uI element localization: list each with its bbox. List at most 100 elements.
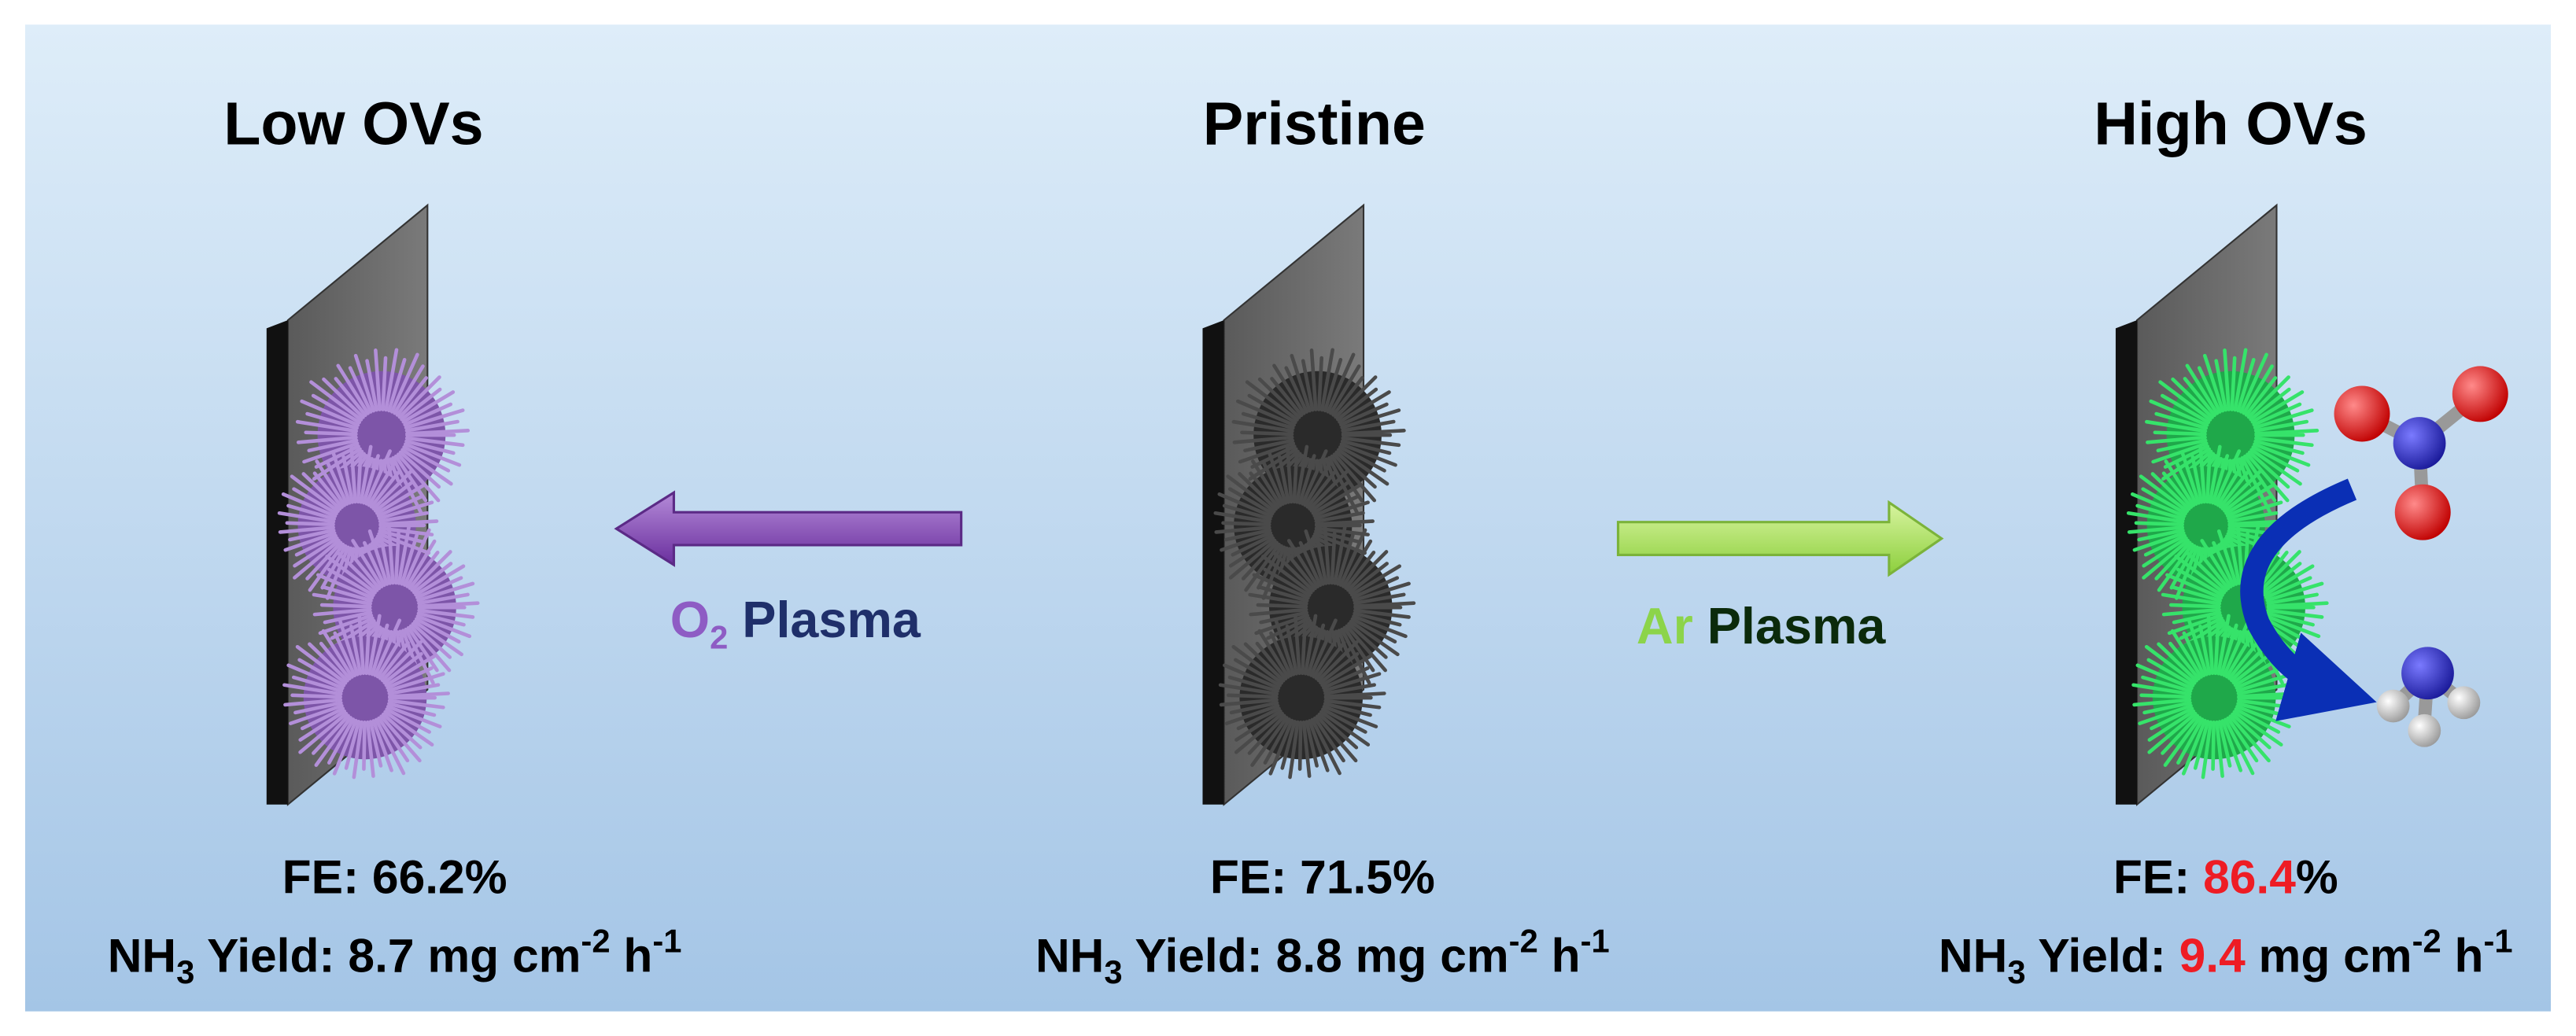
nanowire bbox=[1226, 474, 1276, 514]
nanowire bbox=[333, 631, 357, 677]
nanowire bbox=[1214, 525, 1271, 534]
nanowire bbox=[2147, 709, 2196, 742]
electrode-edge bbox=[1202, 319, 1224, 805]
nanowire bbox=[1353, 611, 1402, 627]
nanowire bbox=[2130, 492, 2187, 518]
nanowire bbox=[2143, 533, 2187, 557]
nanowire bbox=[1339, 402, 1389, 427]
unit-sup: -2 bbox=[2412, 923, 2441, 960]
unit: mg cm bbox=[2246, 929, 2412, 983]
nanowire bbox=[405, 539, 437, 588]
nanowire bbox=[2146, 435, 2207, 444]
nanowire bbox=[1309, 481, 1349, 513]
nanowire bbox=[288, 528, 336, 542]
fe-value: 86.4 bbox=[2203, 850, 2296, 903]
nanowire bbox=[1309, 348, 1318, 411]
nanowire bbox=[1297, 721, 1303, 771]
nanowire bbox=[2250, 390, 2305, 424]
nanowire bbox=[2220, 719, 2243, 772]
nanowire bbox=[1221, 521, 1271, 527]
nanowire bbox=[403, 402, 453, 427]
nanowire bbox=[1290, 353, 1312, 413]
nanowire bbox=[2165, 573, 2224, 600]
gas: O bbox=[670, 591, 710, 648]
nanowire bbox=[417, 601, 480, 608]
nanowire bbox=[1319, 710, 1371, 747]
nanowire bbox=[1257, 584, 1309, 603]
nanowire bbox=[1229, 701, 1279, 715]
nanowire bbox=[2161, 713, 2200, 755]
nanowire bbox=[2231, 712, 2272, 750]
nanowire bbox=[1317, 712, 1359, 750]
nanowire bbox=[1284, 366, 1309, 414]
nanowire bbox=[336, 363, 370, 415]
nanowire bbox=[2127, 525, 2185, 534]
nanowire bbox=[397, 523, 411, 585]
yield-label: Yield: bbox=[1123, 929, 1276, 983]
o2-plasma-label: O2 Plasma bbox=[670, 591, 921, 656]
nanowire bbox=[1341, 419, 1396, 433]
nanowire bbox=[331, 450, 352, 505]
nanowire bbox=[1303, 614, 1318, 676]
nanowire bbox=[2190, 455, 2204, 504]
nanowire bbox=[1346, 550, 1389, 592]
nanowire bbox=[403, 442, 462, 467]
nanowire bbox=[367, 529, 389, 586]
nanowire bbox=[400, 387, 442, 422]
nanowire bbox=[2176, 717, 2205, 765]
nanowire bbox=[337, 551, 379, 592]
nanowire bbox=[2228, 714, 2271, 763]
nanowire bbox=[2146, 658, 2195, 688]
nanowire bbox=[1256, 603, 1308, 609]
nanowire bbox=[412, 619, 463, 657]
nanowire bbox=[307, 438, 359, 452]
nanowire bbox=[318, 614, 374, 636]
nanowire bbox=[2153, 430, 2207, 437]
unit: h bbox=[1538, 929, 1581, 983]
nanowire bbox=[1341, 436, 1401, 448]
nanowire bbox=[400, 533, 419, 586]
nanowire bbox=[2235, 704, 2291, 728]
nanowire bbox=[338, 619, 360, 677]
nanowire bbox=[359, 444, 373, 504]
nanowire bbox=[2227, 640, 2260, 680]
nanowire bbox=[1262, 461, 1285, 506]
nanowire bbox=[404, 419, 459, 433]
nanowire bbox=[1295, 444, 1309, 504]
nanowire bbox=[2220, 623, 2238, 677]
species: NH bbox=[1035, 929, 1104, 983]
nanowire bbox=[1243, 642, 1286, 683]
nanowire bbox=[1312, 629, 1343, 679]
nanowire bbox=[293, 701, 343, 715]
nanowire bbox=[2198, 624, 2212, 676]
nanowire bbox=[293, 538, 341, 580]
nanowire bbox=[277, 511, 336, 524]
nanowire bbox=[387, 358, 407, 413]
gas: Ar bbox=[1637, 597, 1693, 654]
ar-plasma-label: Ar Plasma bbox=[1637, 597, 1886, 654]
nanowire bbox=[2163, 716, 2202, 767]
nanowire bbox=[401, 390, 456, 424]
nanowire bbox=[374, 717, 406, 776]
nanowire bbox=[327, 567, 375, 597]
panel-title: High OVs bbox=[2094, 90, 2367, 158]
nanowire bbox=[314, 716, 352, 767]
nanowire bbox=[308, 542, 345, 592]
nanowire bbox=[319, 641, 352, 681]
nanowire bbox=[1329, 364, 1361, 415]
yield-label: Yield: bbox=[194, 929, 348, 983]
nanowire bbox=[1257, 629, 1290, 679]
nanowire bbox=[2223, 348, 2231, 411]
nanowire bbox=[2150, 706, 2194, 731]
oxygen-atom bbox=[2394, 484, 2451, 540]
nanowire bbox=[300, 399, 360, 427]
nanowire bbox=[2259, 550, 2301, 592]
nanowire bbox=[387, 691, 450, 699]
nitrogen-atom bbox=[2393, 417, 2446, 470]
nanowire bbox=[1311, 484, 1361, 515]
nanowire bbox=[2212, 540, 2235, 588]
nanowire bbox=[332, 718, 358, 776]
nanowire bbox=[385, 707, 431, 734]
nanowire bbox=[404, 439, 456, 455]
nanowire bbox=[2211, 721, 2216, 771]
